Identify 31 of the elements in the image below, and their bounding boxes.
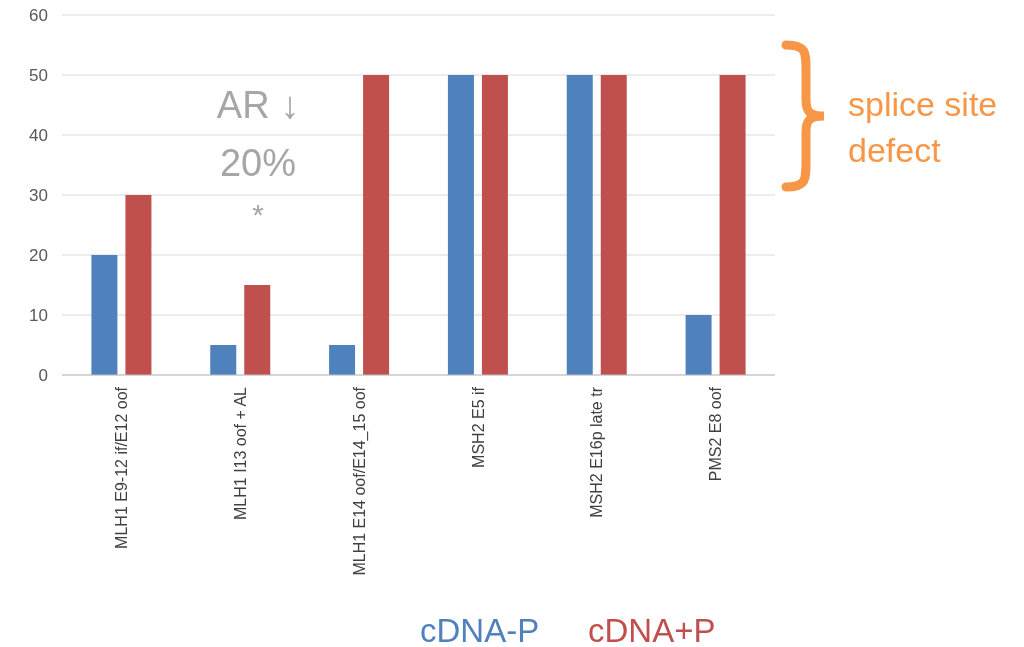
text: splice site defect [848, 85, 998, 169]
bar [600, 75, 627, 375]
text: cDNA+P [588, 612, 716, 647]
bar [566, 75, 593, 375]
bar [244, 285, 271, 375]
annotation: AR ↓ [216, 84, 300, 126]
x-tick-label: MLH1 E14 oof/E14_15 oof [350, 386, 369, 576]
y-tick-label: 50 [29, 65, 48, 85]
x-tick-label: MLH1 I13 oof + AL [231, 386, 249, 520]
bar [685, 315, 712, 375]
annotation: 20% [219, 142, 297, 184]
bar [363, 75, 390, 375]
x-tick-label: MSH2 E16p late tr [588, 386, 606, 518]
y-tick-label: 0 [38, 365, 48, 385]
x-tick-label: MLH1 E9-12 if/E12 oof [113, 386, 131, 549]
bar [125, 195, 152, 375]
y-tick-label: 40 [29, 125, 48, 145]
y-tick-label: 10 [29, 305, 48, 325]
bar [481, 75, 508, 375]
text: cDNA-P [420, 612, 540, 647]
bar [91, 255, 118, 375]
bar [210, 345, 237, 375]
y-tick-label: 30 [29, 185, 48, 205]
y-tick-label: 60 [29, 5, 48, 25]
x-tick-label: PMS2 E8 oof [707, 386, 725, 482]
bar [329, 345, 356, 375]
bar [447, 75, 474, 375]
x-tick-label: MSH2 E5 if [469, 386, 487, 468]
y-tick-label: 20 [29, 245, 48, 265]
bar [719, 75, 746, 375]
annotation: * [252, 198, 265, 231]
